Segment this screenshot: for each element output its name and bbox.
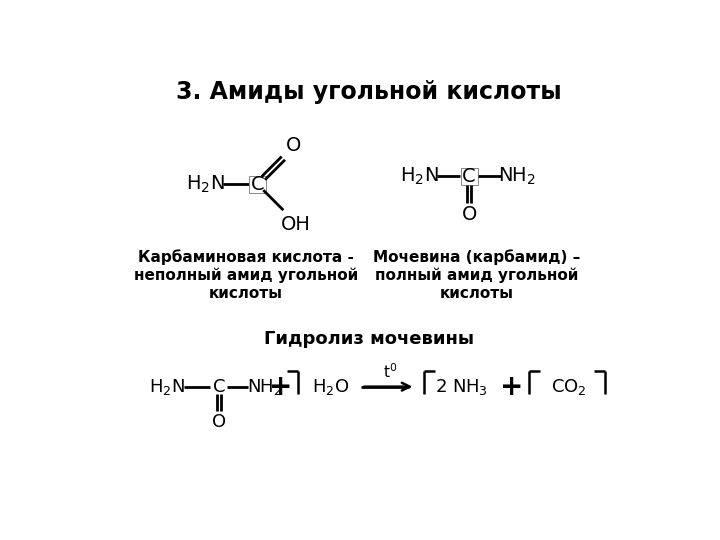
Text: 3. Амиды угольной кислоты: 3. Амиды угольной кислоты bbox=[176, 80, 562, 104]
Text: O: O bbox=[212, 413, 226, 431]
Text: +: + bbox=[269, 373, 292, 401]
Text: CO$_2$: CO$_2$ bbox=[552, 377, 587, 397]
Bar bbox=[461, 168, 477, 185]
Text: H$_2$O: H$_2$O bbox=[312, 377, 349, 397]
Text: NH$_2$: NH$_2$ bbox=[248, 377, 283, 397]
Text: O: O bbox=[286, 136, 301, 155]
Text: C: C bbox=[462, 167, 476, 186]
Text: Гидролиз мочевины: Гидролиз мочевины bbox=[264, 330, 474, 348]
Text: H$_2$N: H$_2$N bbox=[400, 166, 438, 187]
Text: Карбаминовая кислота -
неполный амид угольной
кислоты: Карбаминовая кислота - неполный амид уго… bbox=[134, 249, 358, 301]
Bar bbox=[249, 176, 266, 193]
Text: H$_2$N: H$_2$N bbox=[148, 377, 184, 397]
Text: +: + bbox=[500, 373, 523, 401]
Text: Мочевина (карбамид) –
полный амид угольной
кислоты: Мочевина (карбамид) – полный амид угольн… bbox=[373, 249, 580, 301]
Text: t$^0$: t$^0$ bbox=[382, 362, 397, 381]
Text: 2 NH$_3$: 2 NH$_3$ bbox=[435, 377, 487, 397]
Text: C: C bbox=[212, 377, 225, 396]
Text: NH$_2$: NH$_2$ bbox=[498, 166, 536, 187]
Text: C: C bbox=[251, 174, 264, 194]
Text: OH: OH bbox=[281, 215, 311, 234]
Text: H$_2$N: H$_2$N bbox=[186, 173, 225, 195]
Text: O: O bbox=[462, 205, 477, 225]
